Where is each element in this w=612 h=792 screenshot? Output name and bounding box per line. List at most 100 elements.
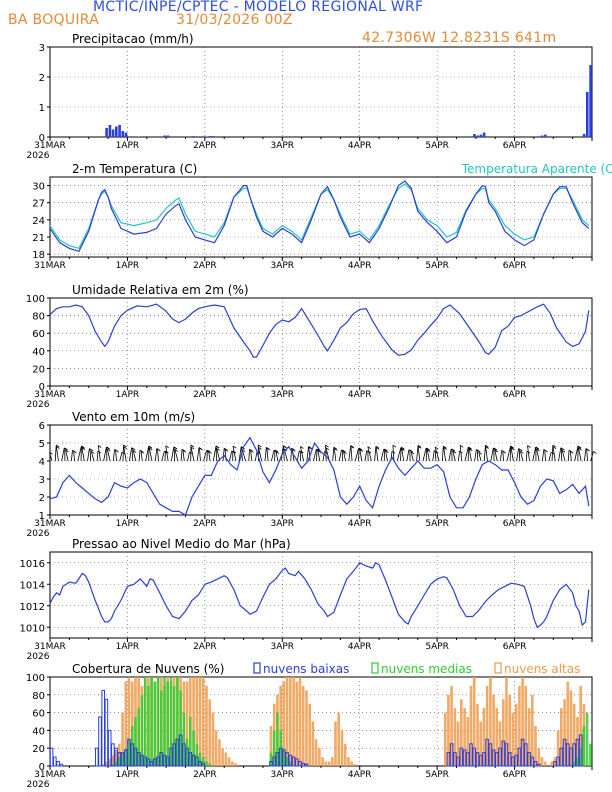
wind-barb bbox=[474, 449, 477, 462]
wind-barb-flag bbox=[106, 446, 110, 450]
cloud-bar-nuvens-altas bbox=[537, 748, 541, 766]
cloud-bar-nuvens-medias bbox=[201, 757, 205, 766]
cloud-bar-nuvens-baixas bbox=[175, 738, 180, 767]
cloud-bar-nuvens-altas bbox=[211, 712, 215, 766]
x-tick-label: 5APR bbox=[425, 261, 449, 271]
cloud-bar-nuvens-altas bbox=[511, 712, 515, 766]
cloud-bar-nuvens-altas bbox=[321, 757, 324, 766]
wind-barb-flag bbox=[570, 450, 574, 454]
chart-title: Precipitacao (mm/h) bbox=[72, 32, 194, 46]
cloud-bar-nuvens-baixas bbox=[201, 762, 205, 767]
y-tick-label: 1010 bbox=[20, 623, 45, 634]
wind-barb-flag bbox=[250, 450, 254, 453]
x-tick-label: 2APR bbox=[193, 642, 217, 652]
cloud-bar-nuvens-baixas bbox=[104, 698, 109, 767]
wind-barb-flag bbox=[56, 446, 60, 449]
cloud-bar-nuvens-baixas bbox=[162, 754, 167, 767]
wind-barb-flag bbox=[325, 447, 330, 451]
cloud-bar-nuvens-altas bbox=[527, 708, 531, 766]
wind-barb bbox=[506, 446, 511, 462]
cloud-bar-nuvens-altas bbox=[195, 677, 199, 766]
wind-barb bbox=[333, 448, 337, 462]
wind-barb bbox=[96, 451, 99, 462]
x-tick-label: 6APR bbox=[503, 261, 527, 271]
chart-title: Umidade Relativa em 2m (%) bbox=[72, 283, 249, 297]
cloud-bar-nuvens-altas bbox=[124, 681, 128, 766]
cloud-bar-nuvens-baixas bbox=[188, 752, 193, 767]
wind-barb bbox=[161, 451, 165, 462]
wind-barb bbox=[367, 446, 372, 462]
cloud-bar-nuvens-baixas bbox=[491, 749, 496, 767]
wind-barb-flag bbox=[384, 448, 388, 452]
cloud-bar-nuvens-baixas bbox=[114, 747, 118, 767]
wind-barb-flag bbox=[552, 446, 557, 450]
cloud-bar-nuvens-altas bbox=[524, 685, 528, 766]
wind-barb bbox=[500, 450, 503, 462]
wind-barb bbox=[138, 450, 141, 462]
wind-barb-flag bbox=[325, 444, 329, 448]
precip-bar bbox=[115, 126, 118, 137]
cloud-bar-nuvens-altas bbox=[466, 717, 470, 766]
cloud-bar-nuvens-altas bbox=[114, 750, 118, 766]
cloud-bar-nuvens-altas bbox=[305, 690, 308, 766]
cloud-bar-nuvens-baixas bbox=[495, 752, 499, 767]
wind-barb-flag bbox=[443, 445, 447, 449]
cloud-bar-nuvens-medias bbox=[143, 677, 147, 766]
x-tick-label: 31MAR bbox=[34, 390, 66, 400]
cloud-bar-nuvens-medias bbox=[176, 677, 179, 766]
x-tick-label: 1APR bbox=[116, 141, 140, 151]
cloud-bar-nuvens-baixas bbox=[95, 747, 99, 767]
x-tick-label: 2APR bbox=[193, 390, 217, 400]
cloud-bar-nuvens-baixas bbox=[120, 752, 125, 767]
x-tick-label: 31MAR bbox=[34, 519, 66, 529]
wind-barb-flag bbox=[81, 445, 85, 449]
wind-barb bbox=[123, 446, 127, 462]
wind-barb-flag bbox=[400, 446, 405, 450]
cloud-bar-nuvens-altas bbox=[101, 764, 105, 766]
wind-barb-flag bbox=[149, 447, 153, 451]
cloud-bar-nuvens-baixas bbox=[572, 743, 577, 767]
x-tick-label: 2APR bbox=[193, 261, 217, 271]
cloud-bar-nuvens-altas bbox=[289, 677, 292, 766]
chart-title: Pressao ao Nivel Medio do Mar (hPa) bbox=[72, 537, 291, 551]
wind-barb bbox=[196, 447, 200, 462]
wind-barb bbox=[552, 446, 556, 462]
cloud-bar-nuvens-altas bbox=[521, 677, 524, 766]
cloud-bar-nuvens-baixas bbox=[575, 738, 580, 767]
cloud-bar-nuvens-baixas bbox=[475, 752, 480, 767]
wind-barb-flag bbox=[586, 448, 590, 452]
cloud-bar-nuvens-medias bbox=[572, 761, 576, 766]
cloud-bar-nuvens-altas bbox=[292, 677, 295, 766]
x-tick-label: 5APR bbox=[425, 519, 449, 529]
cloud-bar-nuvens-medias bbox=[589, 743, 592, 767]
wind-barb-flag bbox=[308, 446, 312, 449]
cloud-bar-nuvens-baixas bbox=[185, 747, 189, 767]
page-title: MCTIC/INPE/CPTEC - MODELO REGIONAL WRF bbox=[93, 0, 424, 15]
cloud-bar-nuvens-altas bbox=[540, 757, 544, 766]
wind-barb-flag bbox=[157, 448, 161, 452]
wind-barb-flag bbox=[493, 447, 498, 451]
wind-barb-flag bbox=[216, 448, 220, 451]
x-tick-label: 3APR bbox=[270, 519, 294, 529]
cloud-bar-nuvens-altas bbox=[324, 761, 328, 766]
wind-barb bbox=[502, 451, 505, 462]
wind-barb bbox=[145, 446, 150, 462]
cloud-bar-nuvens-altas bbox=[476, 703, 479, 766]
cloud-bar-nuvens-baixas bbox=[195, 756, 199, 767]
y-tick-label: 20 bbox=[32, 364, 45, 375]
x-tick-label: 1APR bbox=[116, 261, 140, 271]
wind-barb bbox=[49, 452, 53, 462]
cloud-bar-nuvens-medias bbox=[127, 739, 131, 766]
y-tick-label: 2 bbox=[39, 73, 45, 84]
wind-barb-flag bbox=[65, 449, 69, 453]
wind-barb bbox=[77, 446, 82, 462]
legend-swatch bbox=[494, 662, 502, 674]
y-tick-label: 60 bbox=[32, 329, 45, 340]
cloud-bar-nuvens-altas bbox=[301, 685, 305, 766]
cloud-bar-nuvens-altas bbox=[327, 761, 331, 766]
cloud-bar-nuvens-baixas bbox=[140, 754, 144, 767]
wind-barb-flag bbox=[552, 444, 557, 448]
cloud-bar-nuvens-medias bbox=[189, 717, 192, 766]
y-tick-label: 24 bbox=[32, 216, 45, 227]
